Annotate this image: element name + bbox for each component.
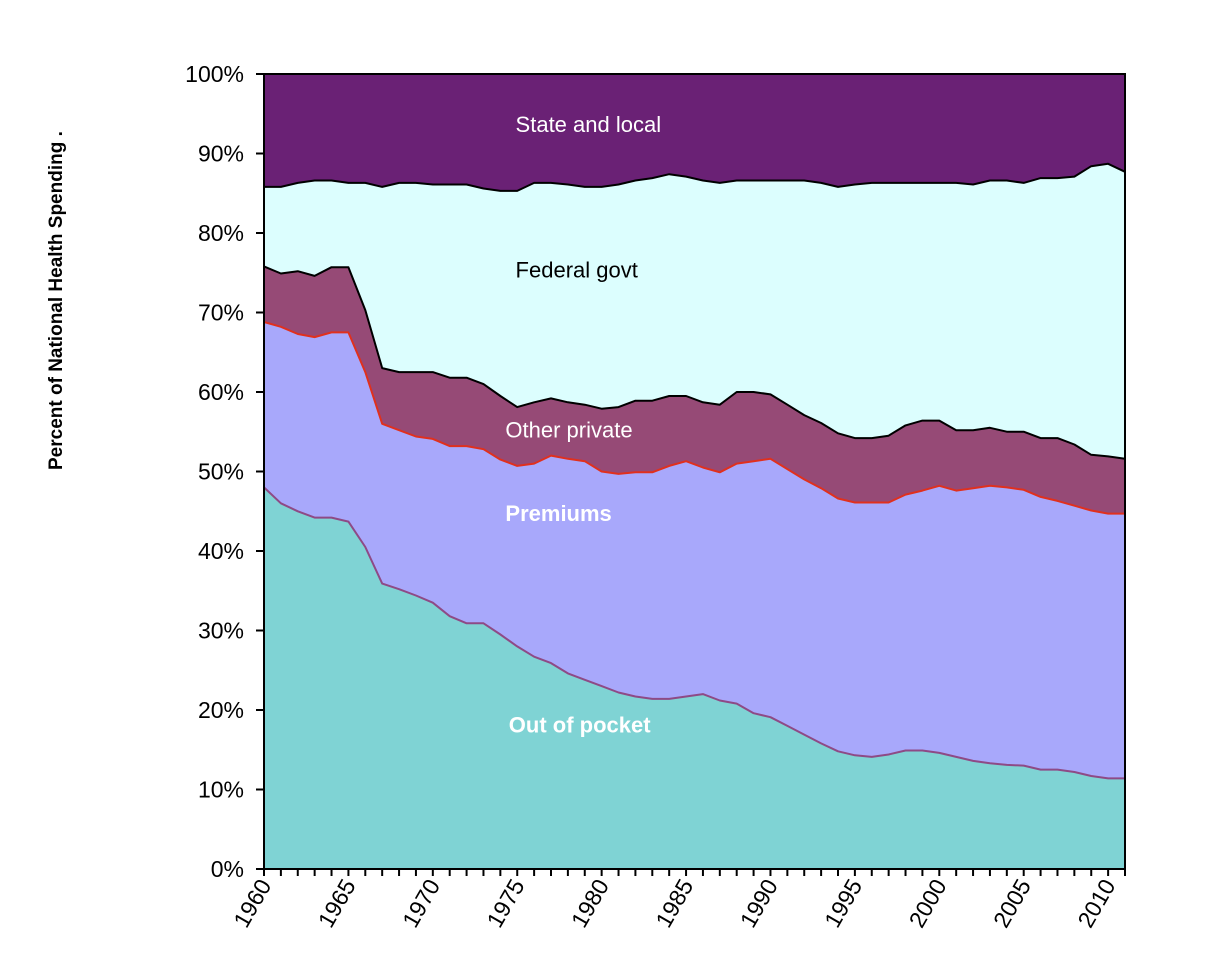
boundary-other-private [263, 265, 1126, 460]
area-other-private [264, 266, 1125, 514]
x-tick-label: 1965 [313, 875, 361, 932]
y-axis-title: Percent of National Health Spending . [46, 131, 67, 470]
area-label-premiums: Premiums [505, 501, 611, 526]
y-tick-label: 50% [198, 459, 244, 485]
x-tick-label: 2010 [1072, 875, 1120, 932]
x-tick-label: 1960 [228, 875, 276, 932]
x-tick-label: 1980 [566, 875, 614, 932]
boundary-premiums [263, 321, 1125, 515]
area-label-federal-govt: Federal govt [516, 258, 638, 283]
x-ticks: 1960 1965 1970 1975 1980 1985 1990 1995 2000 2005… [228, 869, 1126, 932]
x-tick-label: 1985 [650, 875, 698, 932]
y-tick-label: 90% [198, 141, 244, 167]
x-tick-label: 1990 [735, 875, 783, 932]
x-tick-label: 1975 [481, 875, 529, 932]
x-tick-label: 1995 [819, 875, 867, 932]
y-ticks: 0% 10% 20% 30% 40% 50% 60% 70% 80% 90% 100% [185, 61, 264, 882]
y-tick-label: 30% [198, 618, 244, 644]
x-tick-label: 2005 [988, 875, 1036, 932]
area-label-other-private: Other private [505, 417, 632, 442]
area-out-of-pocket [264, 487, 1125, 869]
area-federal-govt [264, 163, 1125, 459]
area-labels: State and local Federal govt Other private… [505, 112, 661, 737]
y-tick-label: 0% [211, 856, 244, 882]
y-tick-label: 80% [198, 220, 244, 246]
boundary-out-of-pocket [263, 486, 1125, 780]
boundary-federal-govt [264, 162, 1126, 192]
area-premiums [264, 322, 1125, 779]
y-tick-label: 10% [198, 777, 244, 803]
area-label-out-of-pocket: Out of pocket [509, 712, 651, 737]
y-tick-label: 60% [198, 379, 244, 405]
y-tick-label: 100% [185, 61, 244, 87]
x-tick-label: 2000 [904, 875, 952, 932]
y-tick-label: 40% [198, 538, 244, 564]
y-tick-label: 20% [198, 697, 244, 723]
stacked-areas [264, 74, 1125, 869]
area-label-state-and-local: State and local [516, 112, 662, 137]
area-state-and-local [264, 74, 1125, 191]
y-tick-label: 70% [198, 300, 244, 326]
x-tick-label: 1970 [397, 875, 445, 932]
